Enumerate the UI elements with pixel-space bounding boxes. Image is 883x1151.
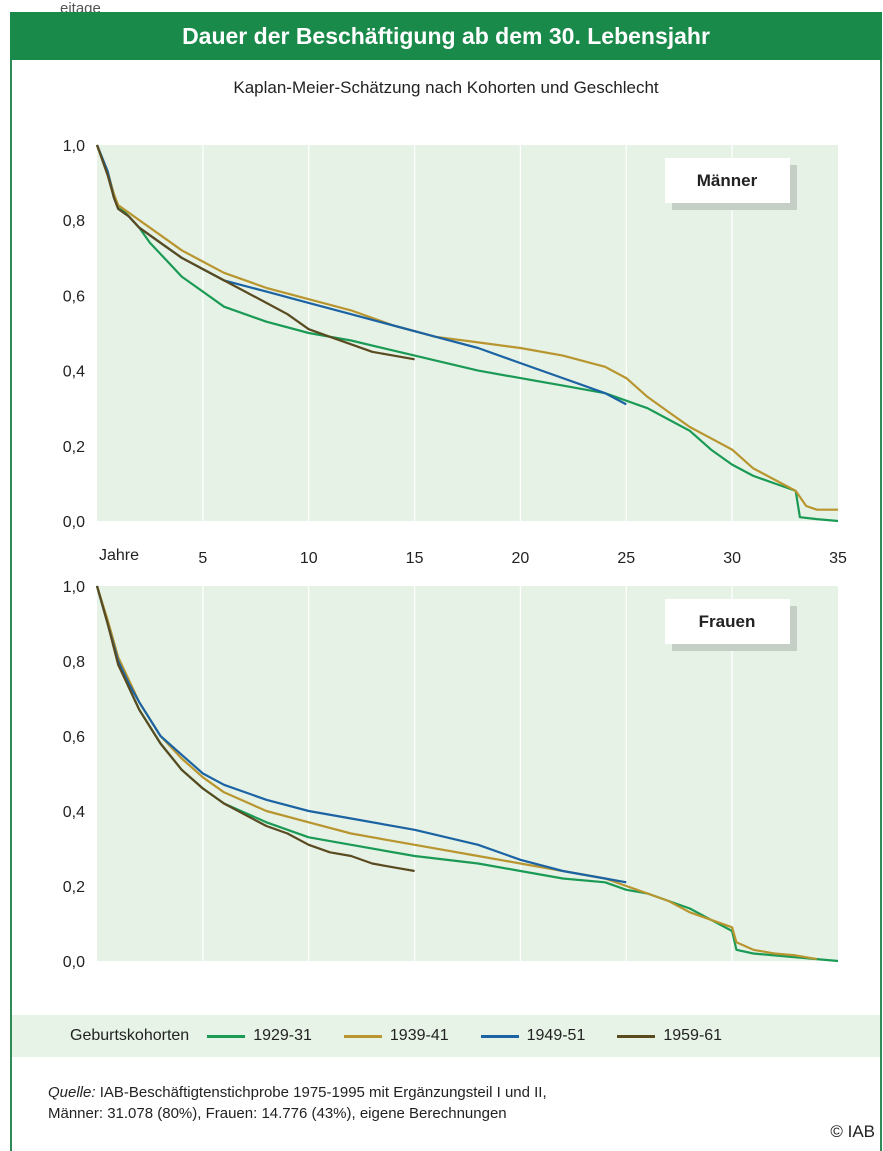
- legend-title: Geburtskohorten: [70, 1027, 190, 1044]
- legend-label: 1959-61: [663, 1027, 723, 1044]
- panel-label: Männer: [697, 171, 758, 190]
- legend-swatch: [207, 1034, 246, 1038]
- x-tick-label: 5: [198, 550, 207, 567]
- legend-item-1949-51: 1949-51: [480, 1027, 586, 1045]
- y-tick-label: 0,2: [63, 439, 85, 456]
- copyright: © IAB: [830, 1122, 875, 1141]
- x-tick-label: 35: [829, 550, 847, 567]
- series-line-1959-61: [95, 585, 415, 873]
- x-axis-label: Jahre: [99, 547, 139, 564]
- legend-item-1959-61: 1959-61: [617, 1027, 722, 1045]
- source-note: Quelle: IAB-Beschäftigtenstichprobe 1975…: [48, 1082, 547, 1124]
- charts-svg: 0,0 0,2 0,4 0,6 0,8 1,0 5 10 15 20 25 30 35 Jahre Männ…: [63, 138, 847, 971]
- x-tick-label: 25: [617, 550, 635, 567]
- y-tick-label: 0,0: [63, 514, 85, 531]
- legend-swatch: [617, 1034, 656, 1038]
- x-tick-label: 15: [406, 550, 424, 567]
- y-tick-label: 0,8: [63, 213, 85, 230]
- source-line-2: Männer: 31.078 (80%), Frauen: 14.776 (43…: [48, 1105, 507, 1122]
- legend-label: 1929-31: [253, 1027, 312, 1044]
- x-tick-label: 20: [512, 550, 530, 567]
- x-tick-label: 30: [723, 550, 741, 567]
- legend-item-1929-31: 1929-31: [207, 1027, 312, 1045]
- y-tick-label: 0,2: [63, 879, 85, 896]
- y-tick-label: 1,0: [63, 138, 85, 155]
- figure-subtitle: Kaplan-Meier-Schätzung nach Kohorten und…: [233, 78, 659, 97]
- x-tick-label: 10: [300, 550, 318, 567]
- figure-title: Dauer der Beschäftigung ab dem 30. Leben…: [10, 12, 882, 60]
- panel-label-box: [665, 599, 790, 644]
- series-line-1959-61: [95, 144, 415, 361]
- legend-label: 1939-41: [389, 1027, 449, 1044]
- y-tick-label: 0,4: [63, 364, 85, 381]
- legend-swatch: [480, 1034, 519, 1038]
- legend-item-1939-41: 1939-41: [343, 1027, 449, 1045]
- legend-label: 1949-51: [526, 1027, 586, 1044]
- series-line-1949-51: [95, 585, 627, 884]
- series-line-1939-41: [95, 144, 838, 511]
- source-line-1: IAB-Beschäftigtenstichprobe 1975-1995 mi…: [99, 1084, 547, 1101]
- y-tick-label: 0,4: [63, 804, 85, 821]
- legend: Geburtskohorten 1929-31 1939-41 1949-51 …: [12, 1015, 880, 1057]
- y-tick-label: 0,8: [63, 654, 85, 671]
- source-label: Quelle:: [48, 1084, 96, 1101]
- y-tick-label: 0,6: [63, 729, 85, 746]
- figure-frame: [10, 12, 882, 1151]
- y-tick-label: 0,0: [63, 954, 85, 971]
- y-tick-label: 0,6: [63, 288, 85, 305]
- panel-label-box: [665, 158, 790, 203]
- panel-label: Frauen: [699, 612, 756, 631]
- legend-swatch: [343, 1034, 382, 1038]
- y-tick-label: 1,0: [63, 579, 85, 596]
